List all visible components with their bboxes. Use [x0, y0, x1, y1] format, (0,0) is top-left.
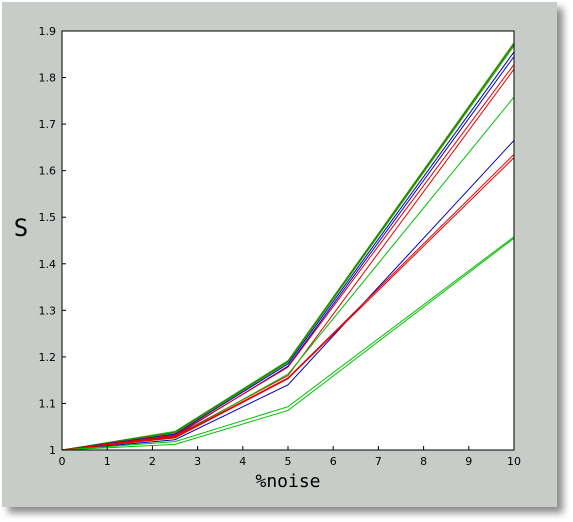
x-tick-label: 10 [507, 455, 521, 468]
x-tick: 8 [420, 446, 427, 468]
y-tick-label: 1.5 [39, 211, 57, 224]
y-tick: 1.6 [39, 165, 66, 178]
y-tick-label: 1.7 [39, 118, 57, 131]
y-tick-label: 1.4 [39, 258, 57, 271]
x-axis-label: %noise [255, 471, 320, 492]
x-tick: 5 [285, 446, 292, 468]
y-tick: 1.7 [39, 118, 66, 131]
x-tick: 6 [330, 446, 337, 468]
x-tick-label: 8 [420, 455, 427, 468]
y-tick: 1.2 [39, 351, 66, 364]
y-tick-label: 1.6 [39, 165, 57, 178]
x-tick: 9 [465, 446, 472, 468]
y-axis-label: S [14, 214, 28, 242]
series-line-11 [61, 157, 515, 451]
x-tick: 4 [239, 446, 246, 468]
x-tick: 1 [104, 446, 111, 468]
x-tick-label: 7 [375, 455, 382, 468]
y-tick-label: 1.1 [39, 397, 57, 410]
y-tick: 1.4 [39, 258, 66, 271]
x-tick-label: 9 [465, 455, 472, 468]
series-line-12 [61, 236, 515, 451]
y-axis-ticks: 1 1.1 1.2 1.3 1.4 1.5 1.6 1.7 1.8 1.9 [39, 25, 66, 457]
x-tick: 2 [149, 446, 156, 468]
series-layer [61, 42, 515, 451]
y-tick: 1.1 [39, 397, 66, 410]
series-line-9 [61, 140, 515, 451]
x-tick-label: 6 [330, 455, 337, 468]
y-tick-label: 1.2 [39, 351, 57, 364]
y-tick-label: 1.9 [39, 25, 57, 38]
plot-border [61, 30, 515, 451]
y-tick: 1.5 [39, 211, 66, 224]
y-tick-label: 1.8 [39, 72, 57, 85]
x-tick: 3 [194, 446, 201, 468]
y-tick-label: 1.3 [39, 304, 57, 317]
x-tick-label: 5 [285, 455, 292, 468]
y-tick: 1.8 [39, 72, 66, 85]
x-axis-ticks: 0 1 2 3 4 5 6 7 8 9 10 [59, 446, 521, 468]
x-tick-label: 2 [149, 455, 156, 468]
y-tick-label: 1 [49, 444, 56, 457]
x-tick-label: 1 [104, 455, 111, 468]
x-tick-label: 3 [194, 455, 201, 468]
series-line-13 [61, 237, 515, 451]
x-tick-label: 0 [59, 455, 66, 468]
plot-area [62, 31, 514, 450]
y-tick: 1.3 [39, 304, 66, 317]
x-tick: 7 [375, 446, 382, 468]
x-tick-label: 4 [239, 455, 246, 468]
